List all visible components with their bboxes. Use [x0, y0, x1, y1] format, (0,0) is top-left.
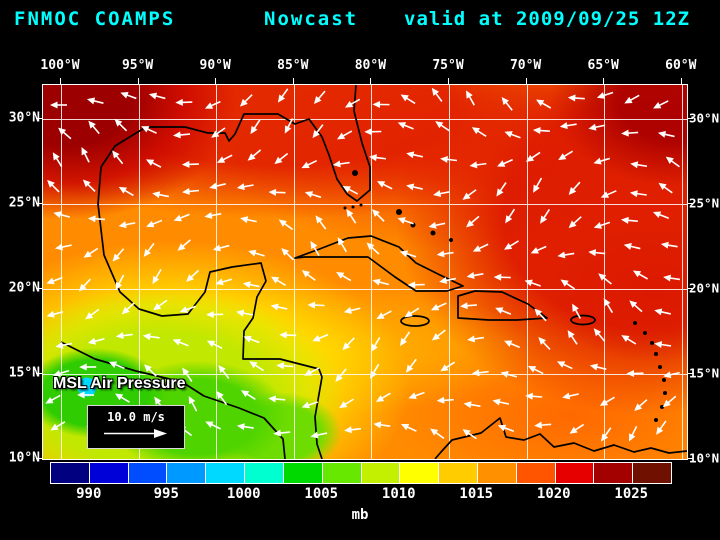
- field-label: MSL Air Pressure: [53, 375, 186, 392]
- wind-reference-label: 10.0 m/s: [107, 410, 165, 424]
- title-product: FNMOC COAMPS: [14, 8, 176, 30]
- colorbar-tick-label: 1020: [536, 486, 571, 502]
- lon-label: 60°W: [665, 58, 697, 73]
- colorbar-segment: [594, 463, 634, 483]
- lat-label: 15°N: [8, 365, 40, 381]
- lon-label: 90°W: [199, 58, 231, 73]
- colorbar-segment: [89, 463, 129, 483]
- coastline-layer: [60, 85, 687, 459]
- map-panel: MSL Air Pressure 10.0 m/s: [42, 84, 688, 460]
- colorbar-segment: [128, 463, 168, 483]
- lat-label: 30°N: [689, 110, 720, 126]
- lon-label: 70°W: [509, 58, 542, 73]
- grid-layer: [43, 85, 687, 459]
- axis-tick: [36, 288, 42, 289]
- pressure-field-fill: [43, 85, 687, 459]
- lon-label: 95°W: [121, 58, 154, 73]
- axis-tick: [215, 78, 216, 84]
- axis-tick: [603, 78, 604, 84]
- title-product-type: Nowcast: [264, 8, 359, 30]
- axis-tick: [687, 373, 693, 374]
- axis-tick: [370, 78, 371, 84]
- axis-tick: [293, 78, 294, 84]
- axis-tick: [60, 78, 61, 84]
- colorbar-tick-label: 1015: [459, 486, 494, 502]
- colorbar-segment: [51, 463, 90, 483]
- colorbar-segment: [516, 463, 556, 483]
- colorbar-segment: [322, 463, 362, 483]
- colorbar-segment: [477, 463, 517, 483]
- axis-tick: [526, 78, 527, 84]
- axis-tick: [687, 288, 693, 289]
- colorbar-tick-label: 1025: [614, 486, 649, 502]
- colorbar-segment: [283, 463, 323, 483]
- axis-tick: [448, 78, 449, 84]
- colorbar-tick-label: 995: [153, 486, 179, 502]
- colorbar-tick-label: 1010: [381, 486, 416, 502]
- wind-arrow-layer: [45, 87, 681, 442]
- lat-label: 20°N: [689, 280, 720, 296]
- lon-label: 85°W: [277, 58, 309, 73]
- colorbar-segment: [167, 463, 207, 483]
- lat-label: 25°N: [8, 195, 40, 211]
- colorbar-segment: [555, 463, 595, 483]
- wind-vector-legend: 10.0 m/s: [87, 405, 185, 449]
- axis-tick: [36, 458, 42, 459]
- colorbar-segment: [206, 463, 246, 483]
- colorbar-unit-label: mb: [351, 507, 369, 523]
- axis-tick: [687, 203, 693, 204]
- axis-tick: [681, 78, 682, 84]
- lat-label: 30°N: [8, 110, 40, 126]
- pressure-colorbar: [50, 462, 672, 484]
- axis-tick: [36, 203, 42, 204]
- lon-label: 100°W: [40, 58, 80, 73]
- lon-label: 75°W: [432, 58, 464, 73]
- map-overlay-svg: [43, 85, 687, 459]
- colorbar-segment: [400, 463, 440, 483]
- axis-tick: [687, 458, 693, 459]
- lat-label: 25°N: [689, 195, 720, 211]
- axis-tick: [36, 373, 42, 374]
- lat-label: 10°N: [689, 450, 720, 466]
- axis-tick: [687, 118, 693, 119]
- lat-label: 20°N: [8, 280, 40, 296]
- colorbar-segment: [633, 463, 671, 483]
- colorbar-tick-label: 990: [76, 486, 102, 502]
- colorbar-tick-label: 1005: [304, 486, 339, 502]
- colorbar-segment: [439, 463, 478, 483]
- wind-reference-arrow-icon: [104, 429, 167, 438]
- colorbar-segment: [361, 463, 401, 483]
- title-valid-time: valid at 2009/09/25 12Z: [404, 8, 691, 30]
- lat-label: 10°N: [8, 450, 40, 466]
- lat-label: 15°N: [689, 365, 720, 381]
- axis-tick: [138, 78, 139, 84]
- colorbar-segment: [245, 463, 284, 483]
- lon-label: 65°W: [587, 58, 619, 73]
- colorbar-tick-label: 1000: [226, 486, 261, 502]
- axis-tick: [36, 118, 42, 119]
- lon-label: 80°W: [354, 58, 387, 73]
